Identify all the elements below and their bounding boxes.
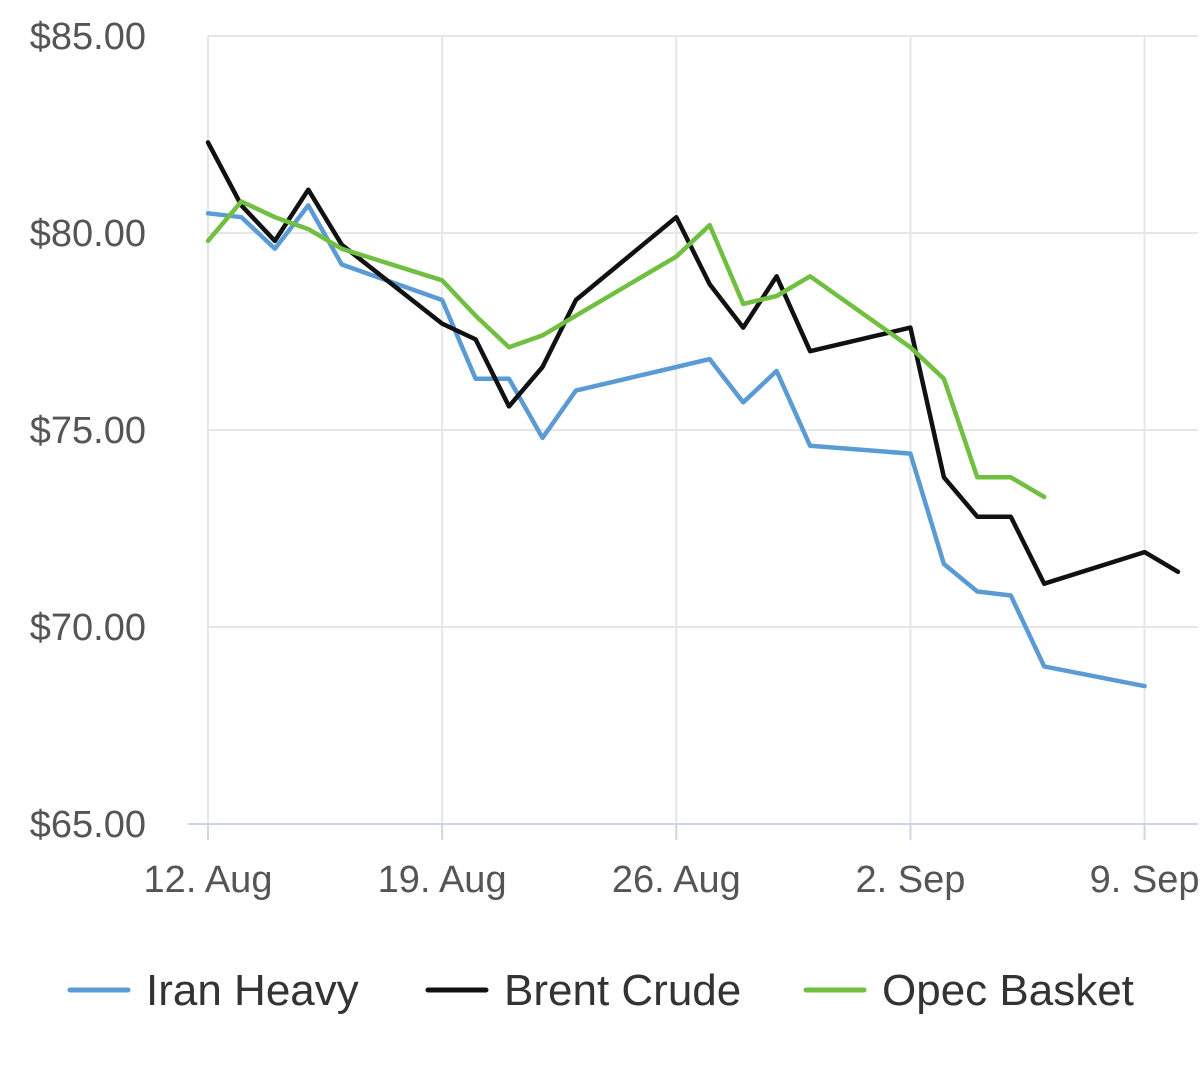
legend-label: Opec Basket <box>882 966 1134 1015</box>
series-line-opec-basket <box>205 199 1047 500</box>
x-tick-label: 19. Aug <box>378 859 507 901</box>
grid-layer <box>207 35 1198 824</box>
y-tick-label: $85.00 <box>30 16 146 58</box>
x-tick-label: 12. Aug <box>144 859 273 901</box>
legend-item-iran-heavy[interactable]: Iran Heavy <box>67 966 359 1015</box>
y-tick-label: $70.00 <box>30 607 146 649</box>
y-tick-label: $80.00 <box>30 213 146 255</box>
series-layer <box>205 140 1181 689</box>
legend-label: Brent Crude <box>504 966 741 1015</box>
x-tick-label: 9. Sep <box>1090 859 1200 901</box>
legend-item-brent-crude[interactable]: Brent Crude <box>425 966 741 1015</box>
y-tick-label: $65.00 <box>30 804 146 846</box>
y-tick-label: $75.00 <box>30 410 146 452</box>
legend-label: Iran Heavy <box>146 966 359 1015</box>
x-tick-label: 2. Sep <box>855 859 965 901</box>
x-tick-label: 26. Aug <box>612 859 741 901</box>
legend: Iran Heavy Brent Crude Opec Basket <box>67 966 1134 1015</box>
legend-item-opec-basket[interactable]: Opec Basket <box>803 966 1134 1015</box>
series-line-iran-heavy <box>205 203 1147 689</box>
axis-layer: $65.00 $70.00 $75.00 $80.00 $85.00 12. Aug 19.… <box>30 16 1200 901</box>
series-line-brent-crude <box>205 140 1181 586</box>
